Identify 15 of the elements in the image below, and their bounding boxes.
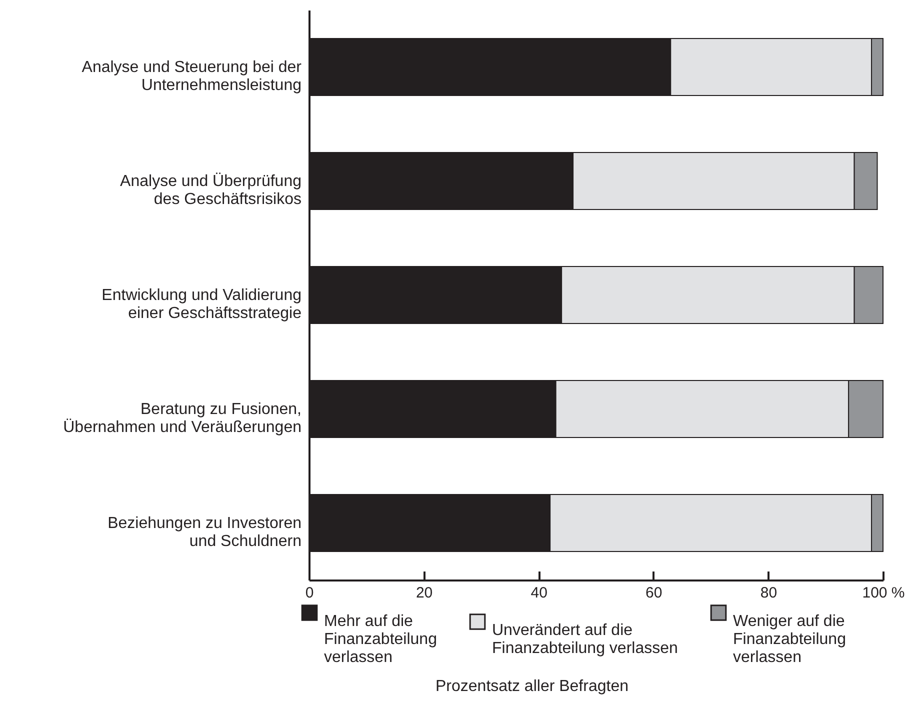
legend-label: Mehr auf die Finanzabteilung verlassen [324,612,437,666]
y-tick-label: Analyse und Steuerung bei der Unternehmensleistung [82,59,302,94]
y-tick-label: Beratung zu Fusionen, Übernahmen und Veräußerungen [63,401,302,436]
y-tick-label: Entwicklung und Validierung einer Geschäftsstrategie [102,287,302,322]
x-tick-label: 60 [646,584,662,602]
text: Prozentsatz aller Befragten [436,678,628,695]
x-tick-label: 0 [305,584,314,602]
y-tick-label: Analyse und Überprüfung des Geschäftsrisikos [120,172,302,208]
x-tick-label: 20 [416,584,433,602]
x-tick-label: 100 % [862,584,905,602]
legend-label: Unverändert auf die Finanzabteilung verlassen [492,622,678,657]
y-tick-label: Beziehungen zu Investoren und Schuldnern [108,515,302,550]
x-tick-label: 80 [760,584,778,602]
x-tick-label: 40 [530,584,548,602]
legend-label: Weniger auf die Finanzabteilung verlassen [733,612,846,666]
